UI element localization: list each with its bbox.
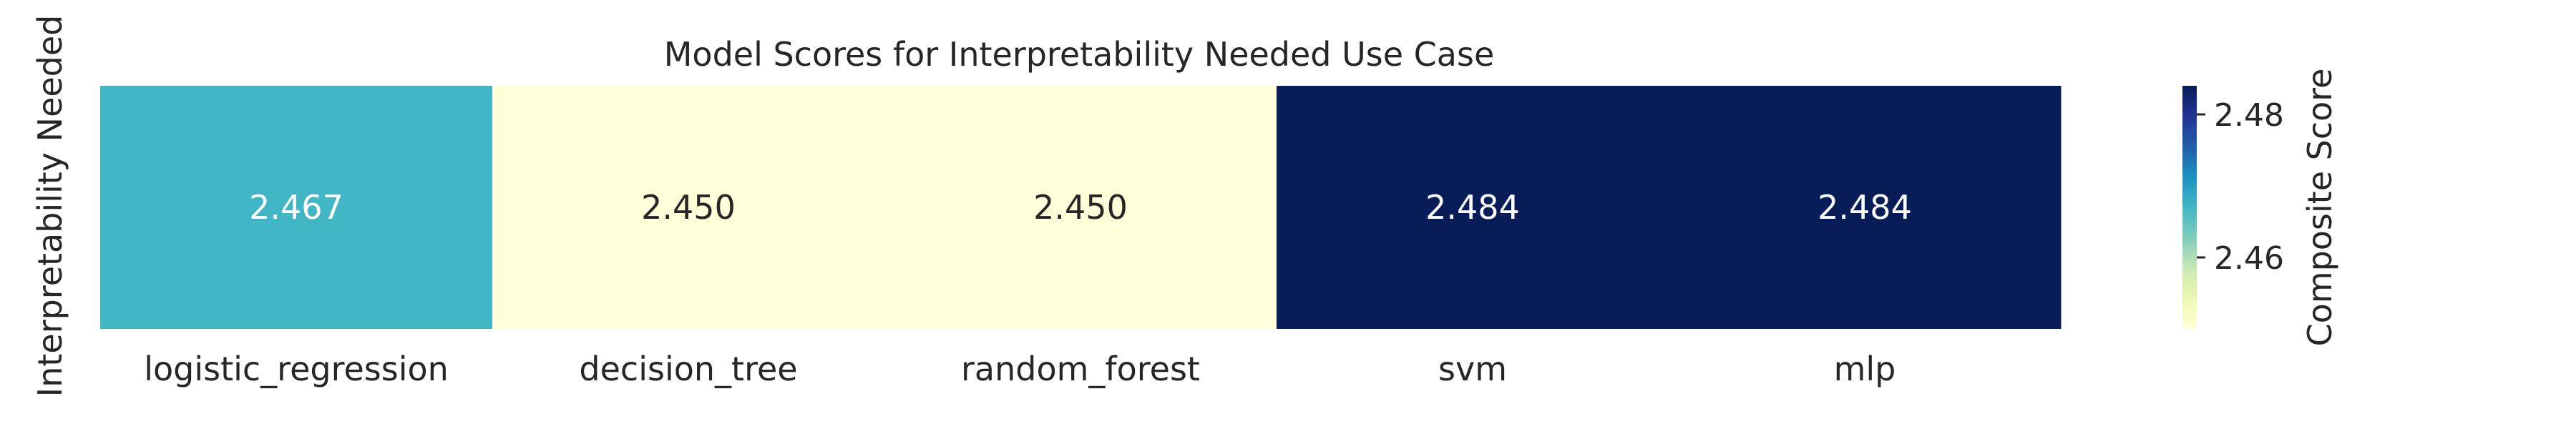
heatmap-cells: 2.467 2.450 2.450 2.484 2.484: [100, 86, 2062, 329]
colorbar-tick-label: 2.48: [2214, 97, 2284, 134]
cell-value-label: 2.484: [1818, 188, 1912, 227]
column-label-logistic-regression: logistic_regression: [144, 350, 449, 388]
cell-value-label: 2.484: [1425, 188, 1520, 227]
cell-value-label: 2.467: [249, 188, 343, 227]
chart-title: Model Scores for Interpretability Needed…: [664, 35, 1495, 74]
cell-value-label: 2.450: [1033, 188, 1128, 227]
heatmap-cell-logistic-regression: [100, 86, 493, 329]
heatmap-cell-svm: [1277, 86, 1669, 329]
column-label-random-forest: random_forest: [961, 350, 1200, 388]
column-labels: logistic_regression decision_tree random_f…: [144, 350, 1896, 388]
cell-value-label: 2.450: [641, 188, 736, 227]
colorbar-tick-label: 2.46: [2214, 240, 2284, 277]
column-label-decision-tree: decision_tree: [579, 350, 797, 388]
colorbar-ticks: 2.46 2.48: [2197, 97, 2284, 277]
colorbar-label: Composite Score: [2301, 69, 2339, 347]
heatmap-cell-random-forest: [884, 86, 1277, 329]
column-label-mlp: mlp: [1834, 350, 1896, 388]
heatmap-cell-mlp: [1669, 86, 2062, 329]
heatmap-cell-decision-tree: [492, 86, 885, 329]
row-label: Interpretability Needed: [31, 15, 69, 398]
colorbar: 2.46 2.48 Composite Score: [2182, 69, 2339, 347]
colorbar-gradient: [2182, 86, 2197, 329]
column-label-svm: svm: [1438, 350, 1507, 388]
